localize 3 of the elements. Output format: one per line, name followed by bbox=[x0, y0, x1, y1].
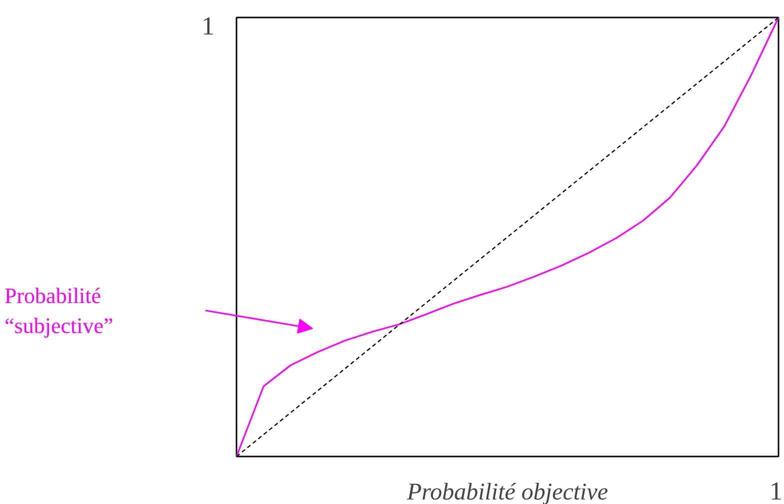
text: 1 bbox=[770, 476, 782, 504]
text: Probabilité “subjective” bbox=[4, 283, 114, 338]
text: 1 bbox=[202, 12, 214, 40]
